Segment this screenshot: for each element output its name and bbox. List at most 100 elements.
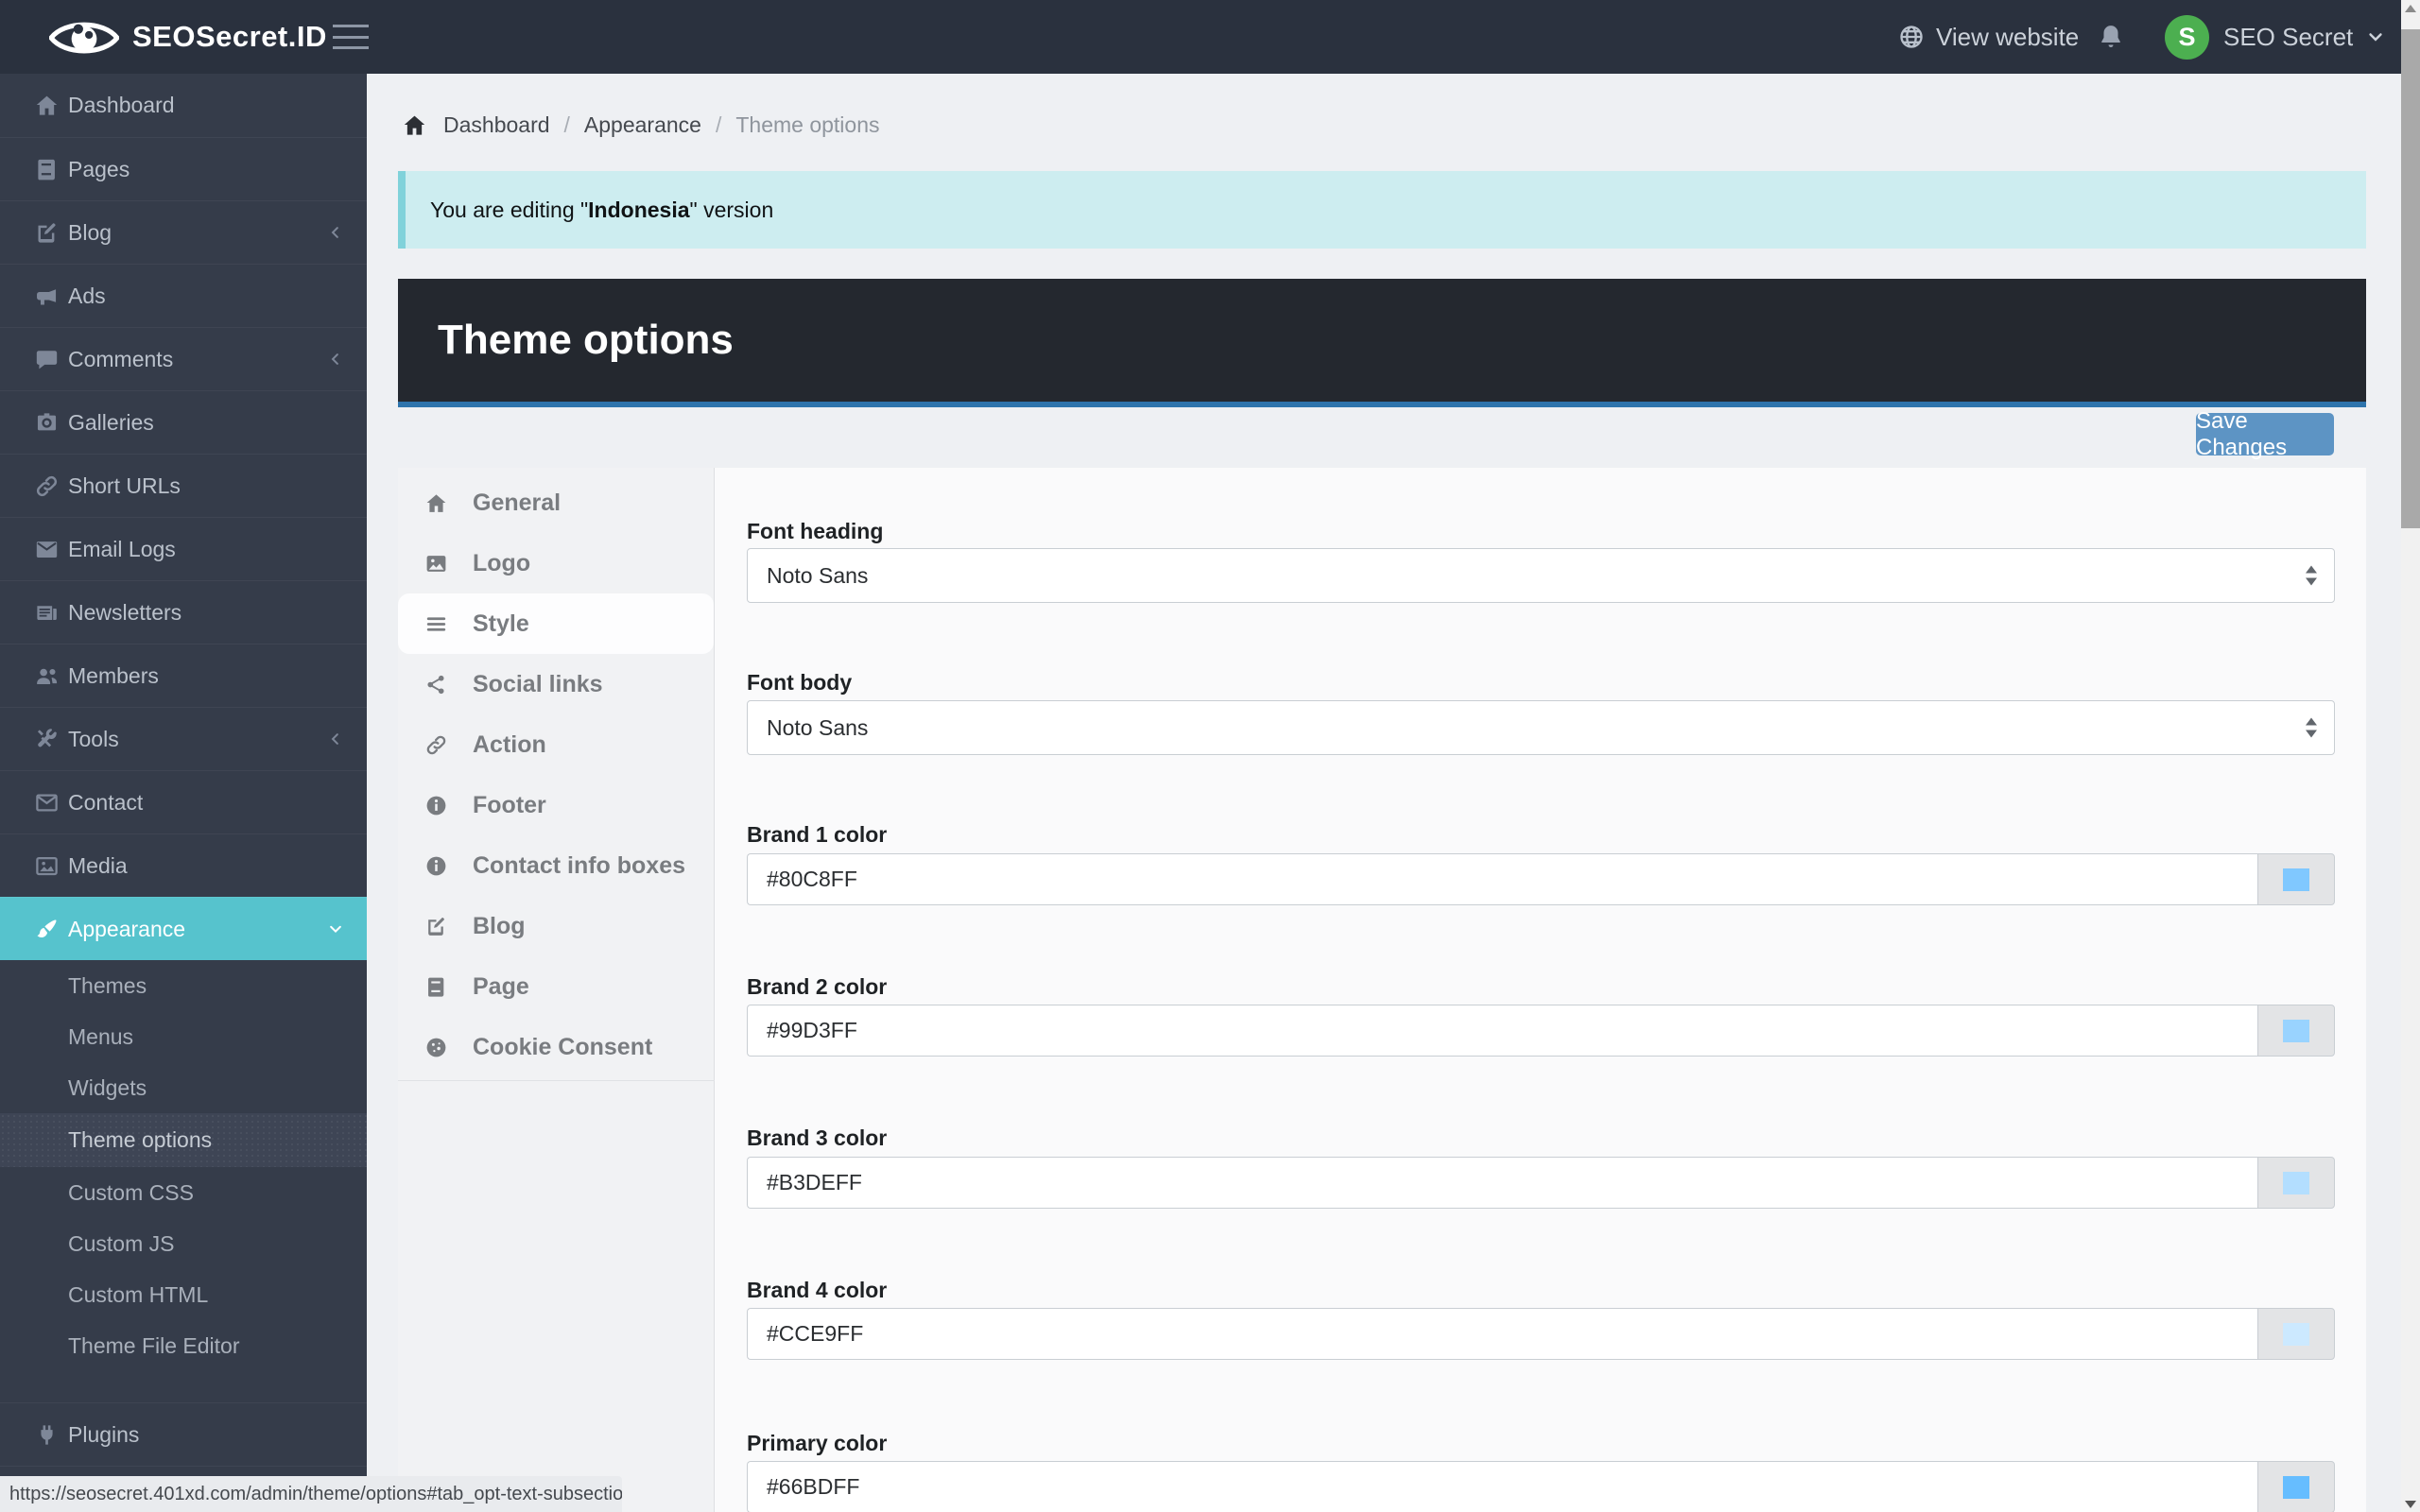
field-label-font-heading: Font heading	[747, 519, 884, 543]
field-label-brand3-color: Brand 3 color	[747, 1125, 888, 1150]
home-icon	[36, 95, 58, 115]
cookie-icon	[426, 1038, 446, 1057]
sidebar-subitem-menus[interactable]: Menus	[68, 1023, 134, 1049]
tab-style[interactable]: Style	[398, 593, 714, 654]
newspaper-icon	[37, 605, 57, 620]
page-scrollbar[interactable]	[2401, 0, 2420, 1512]
link-icon	[36, 475, 58, 496]
select-spinner-icon	[2306, 717, 2317, 738]
envelope-outline-icon	[36, 794, 58, 811]
tab-logo[interactable]: Logo	[398, 533, 715, 593]
sidebar-item-media[interactable]: Media	[0, 833, 367, 897]
save-changes-button[interactable]: Save Changes	[2196, 408, 2334, 460]
chevron-left-icon	[331, 227, 338, 238]
chevron-down-icon	[330, 925, 341, 934]
sidebar-item-email-logs[interactable]: Email Logs	[0, 517, 367, 580]
sidebar-item-contact[interactable]: Contact	[0, 770, 367, 833]
view-website-link[interactable]: View website	[1898, 0, 2079, 74]
info-circle-icon	[426, 796, 446, 815]
sidebar-subitem-widgets[interactable]: Widgets	[68, 1074, 147, 1100]
scroll-up-arrow[interactable]	[2401, 0, 2420, 16]
notifications-bell-icon[interactable]	[2097, 23, 2125, 51]
scrollbar-thumb[interactable]	[2401, 29, 2420, 528]
sidebar-toggle-hamburger-icon[interactable]	[333, 21, 369, 53]
edit-icon	[428, 917, 445, 936]
chevron-left-icon	[331, 733, 338, 745]
font-heading-select[interactable]: Noto Sans	[747, 548, 2335, 603]
camera-icon	[37, 412, 57, 430]
chevron-down-icon	[2369, 33, 2382, 42]
sidebar-item-appearance[interactable]: Appearance	[0, 897, 367, 960]
tab-cookie-consent[interactable]: Cookie Consent	[398, 1017, 715, 1077]
sidebar-item-plugins[interactable]: Plugins	[0, 1402, 367, 1466]
primary-color-picker[interactable]	[2257, 1461, 2335, 1512]
brand-eye-logo-icon	[49, 22, 119, 54]
tab-list: General Logo Style Social links Action	[398, 468, 715, 1081]
tab-contact-info-boxes[interactable]: Contact info boxes	[398, 835, 715, 896]
sidebar-gap	[0, 1371, 367, 1402]
brand3-color-picker[interactable]	[2257, 1157, 2335, 1209]
sidebar-subitem-theme-file-editor[interactable]: Theme File Editor	[68, 1332, 240, 1358]
tools-icon	[37, 728, 57, 747]
scroll-down-arrow[interactable]	[2401, 1496, 2420, 1512]
tab-action[interactable]: Action	[398, 714, 715, 775]
sidebar-item-pages[interactable]: Pages	[0, 137, 367, 200]
sidebar-item-short-urls[interactable]: Short URLs	[0, 454, 367, 517]
image-icon	[426, 555, 446, 572]
brand1-color-picker[interactable]	[2257, 853, 2335, 905]
field-label-font-body: Font body	[747, 670, 853, 695]
sidebar-subitem-themes[interactable]: Themes	[68, 972, 147, 998]
sidebar-item-blog[interactable]: Blog	[0, 200, 367, 264]
sidebar-item-dashboard[interactable]: Dashboard	[0, 74, 367, 137]
chevron-left-icon	[331, 353, 338, 365]
primary-color-input[interactable]	[747, 1461, 2258, 1512]
breadcrumb-separator: /	[563, 112, 570, 137]
primary-color-swatch	[2283, 1475, 2309, 1499]
brand4-color-group	[747, 1308, 2335, 1360]
share-icon	[427, 675, 444, 694]
font-body-select[interactable]: Noto Sans	[747, 700, 2335, 755]
breadcrumb-current: Theme options	[735, 112, 880, 137]
sidebar-item-galleries[interactable]: Galleries	[0, 390, 367, 454]
tab-page[interactable]: Page	[398, 956, 715, 1017]
status-url-bar: https://seosecret.401xd.com/admin/theme/…	[0, 1476, 622, 1512]
field-label-brand4-color: Brand 4 color	[747, 1278, 888, 1302]
breadcrumb-dashboard[interactable]: Dashboard	[443, 112, 550, 137]
primary-color-group	[747, 1461, 2335, 1512]
breadcrumb-appearance[interactable]: Appearance	[583, 112, 701, 137]
megaphone-icon	[37, 288, 57, 304]
brand2-color-swatch	[2283, 1019, 2309, 1042]
brand4-color-input[interactable]	[747, 1308, 2258, 1360]
brand4-color-picker[interactable]	[2257, 1308, 2335, 1360]
theme-options-card: General Logo Style Social links Action	[398, 468, 2366, 1512]
brand2-color-picker[interactable]	[2257, 1005, 2335, 1057]
link-icon	[426, 735, 446, 754]
brand2-color-input[interactable]	[747, 1005, 2258, 1057]
avatar[interactable]: S	[2165, 15, 2209, 60]
tab-social-links[interactable]: Social links	[398, 654, 715, 714]
brand3-color-group	[747, 1157, 2335, 1209]
user-menu[interactable]: SEO Secret	[2223, 0, 2385, 74]
field-label-brand2-color: Brand 2 color	[747, 974, 888, 999]
sidebar-item-comments[interactable]: Comments	[0, 327, 367, 390]
tab-blog[interactable]: Blog	[398, 896, 715, 956]
edit-icon	[38, 222, 57, 243]
sidebar-item-tools[interactable]: Tools	[0, 707, 367, 770]
brand3-color-input[interactable]	[747, 1157, 2258, 1209]
brand1-color-input[interactable]	[747, 853, 2258, 905]
page-title: Theme options	[438, 317, 734, 363]
sidebar-subitem-custom-css[interactable]: Custom CSS	[68, 1179, 194, 1205]
tab-footer[interactable]: Footer	[398, 775, 715, 835]
sidebar-item-ads[interactable]: Ads	[0, 264, 367, 327]
topbar: SEOSecret.ID View website S SEO Secret	[0, 0, 2401, 74]
sidebar: Dashboard Pages Blog Ads Comments Galler…	[0, 74, 367, 1512]
sidebar-item-newsletters[interactable]: Newsletters	[0, 580, 367, 644]
sidebar-subitem-custom-html[interactable]: Custom HTML	[68, 1281, 209, 1307]
breadcrumb: Dashboard / Appearance / Theme options	[402, 112, 880, 138]
field-label-primary-color: Primary color	[747, 1431, 888, 1455]
sidebar-subitem-custom-js[interactable]: Custom JS	[68, 1230, 175, 1256]
sidebar-subitem-theme-options[interactable]: Theme options	[0, 1113, 367, 1167]
home-icon	[426, 493, 446, 512]
sidebar-item-members[interactable]: Members	[0, 644, 367, 707]
tab-general[interactable]: General	[398, 472, 715, 533]
